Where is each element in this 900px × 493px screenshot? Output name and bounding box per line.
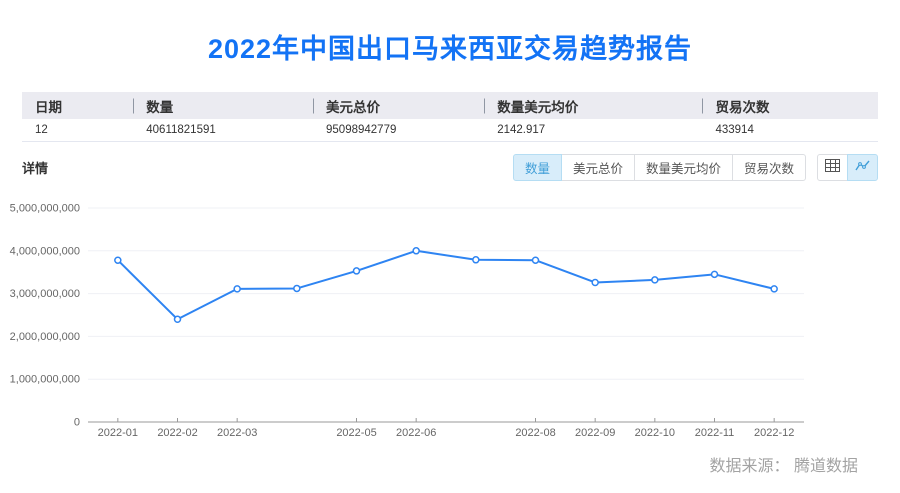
metric-button-usd-total[interactable]: 美元总价 — [560, 153, 635, 181]
summary-table: 日期 数量 美元总价 数量美元均价 贸易次数 12 40611821591 95… — [22, 92, 878, 142]
view-toggle-group — [817, 153, 878, 181]
svg-text:2022-06: 2022-06 — [396, 427, 436, 439]
svg-text:3,000,000,000: 3,000,000,000 — [10, 288, 80, 300]
page-title: 2022年中国出口马来西亚交易趋势报告 — [207, 34, 693, 64]
metric-button-quantity[interactable]: 数量 — [512, 153, 562, 181]
cell-usd-avg: 2142.917 — [497, 124, 546, 136]
svg-text:2022-12: 2022-12 — [754, 427, 794, 439]
metric-button-trade-count[interactable]: 贸易次数 — [731, 153, 806, 181]
cell-date: 12 — [35, 124, 48, 136]
svg-text:2,000,000,000: 2,000,000,000 — [10, 331, 80, 343]
column-header-usd-avg: 数量美元均价 — [484, 96, 702, 116]
column-header-quantity: 数量 — [133, 96, 313, 116]
svg-text:5,000,000,000: 5,000,000,000 — [10, 203, 80, 215]
column-header-trade-count: 贸易次数 — [702, 96, 877, 116]
svg-text:2022-08: 2022-08 — [515, 427, 555, 439]
svg-text:2022-01: 2022-01 — [98, 427, 138, 439]
trend-chart: 0 1,000,000,000 2,000,000,000 3,000,000,000… — [0, 187, 900, 448]
svg-text:2022-03: 2022-03 — [217, 427, 257, 439]
data-source-note: 数据来源： 腾道数据 — [709, 458, 858, 475]
svg-text:0: 0 — [74, 417, 80, 429]
column-header-date: 日期 — [35, 99, 62, 115]
cell-usd-total: 95098942779 — [326, 124, 397, 136]
cell-trade-count: 433914 — [715, 124, 754, 136]
table-grid-icon — [825, 159, 840, 175]
svg-text:2022-09: 2022-09 — [575, 427, 615, 439]
chart-toolbar: 数量 美元总价 数量美元均价 贸易次数 — [512, 153, 878, 181]
svg-text:1,000,000,000: 1,000,000,000 — [10, 374, 80, 386]
table-view-button[interactable] — [817, 153, 848, 181]
line-chart-icon — [855, 159, 870, 175]
svg-text:2022-10: 2022-10 — [635, 427, 675, 439]
cell-quantity: 40611821591 — [146, 124, 216, 136]
svg-text:4,000,000,000: 4,000,000,000 — [10, 245, 80, 257]
details-label: 详情 — [22, 160, 49, 176]
svg-text:2022-11: 2022-11 — [695, 427, 735, 439]
chart-view-button[interactable] — [847, 153, 878, 181]
table-row: 12 40611821591 95098942779 2142.917 4339… — [22, 119, 878, 142]
metric-button-group: 数量 美元总价 数量美元均价 贸易次数 — [512, 153, 806, 181]
table-header-row: 日期 数量 美元总价 数量美元均价 贸易次数 — [22, 92, 878, 119]
svg-text:2022-05: 2022-05 — [336, 427, 376, 439]
column-header-usd-total: 美元总价 — [313, 96, 484, 116]
svg-text:2022-02: 2022-02 — [157, 427, 197, 439]
trend-chart-svg: 0 1,000,000,000 2,000,000,000 3,000,000,000… — [10, 203, 804, 439]
metric-button-usd-avg[interactable]: 数量美元均价 — [633, 153, 733, 181]
